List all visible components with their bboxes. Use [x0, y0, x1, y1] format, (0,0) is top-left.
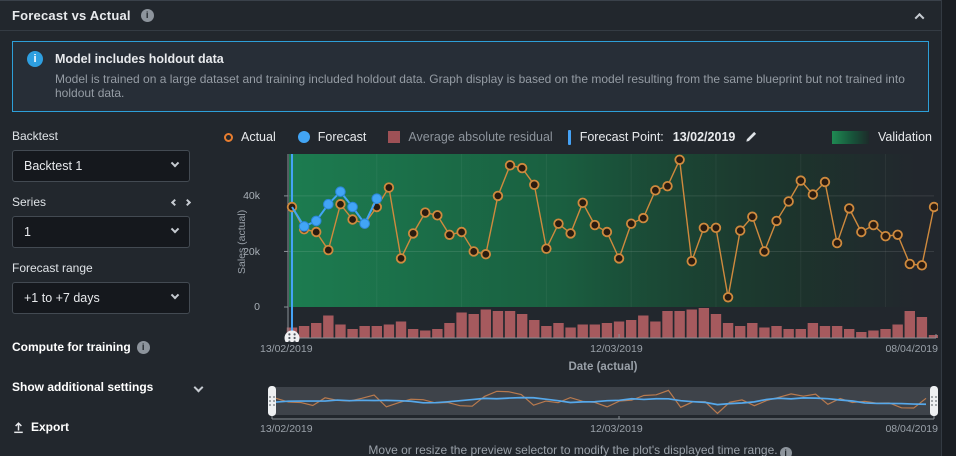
legend-actual-label: Actual: [241, 130, 276, 144]
content-row: Backtest Backtest 1 Series 1 Forecast ra…: [0, 116, 941, 456]
export-button[interactable]: Export: [12, 420, 202, 434]
holdout-info-banner: Model includes holdout data Model is tra…: [12, 41, 929, 112]
export-icon: [14, 421, 23, 433]
compute-for-training-button[interactable]: Compute for training: [12, 340, 202, 354]
forecast-range-select[interactable]: +1 to +7 days: [12, 282, 190, 314]
preview-selector[interactable]: [268, 386, 938, 422]
preview-handle-left[interactable]: [268, 386, 276, 416]
scrollbar[interactable]: [941, 0, 956, 456]
chevron-down-icon: [170, 158, 180, 168]
legend-residual[interactable]: Average absolute residual: [388, 130, 553, 144]
backtest-label: Backtest: [12, 129, 59, 143]
series-select-value: 1: [24, 225, 31, 239]
x-tick-start: 13/02/2019: [260, 343, 313, 355]
next-series-button[interactable]: [183, 198, 192, 206]
x-axis-ticks: 13/02/2019 12/03/2019 08/04/2019: [260, 342, 938, 356]
previous-series-button[interactable]: [170, 198, 179, 206]
backtest-select-value: Backtest 1: [24, 159, 83, 173]
preview-axis-ticks: 13/02/2019 12/03/2019 08/04/2019: [260, 422, 938, 436]
chart-legend: Actual Forecast Average absolute residua…: [224, 128, 932, 146]
series-select[interactable]: 1: [12, 216, 190, 248]
preview-tick-end: 08/04/2019: [885, 423, 938, 435]
chevron-down-icon: [170, 224, 180, 234]
sidebar: Backtest Backtest 1 Series 1 Forecast ra…: [12, 116, 222, 456]
preview-tick-start: 13/02/2019: [260, 423, 313, 435]
backtest-select[interactable]: Backtest 1: [12, 150, 190, 182]
chevron-up-icon: [914, 12, 925, 23]
preview-tick-mid: 12/03/2019: [590, 423, 643, 435]
forecast-dot-icon: [297, 131, 310, 143]
show-additional-settings-label: Show additional settings: [12, 380, 154, 394]
main-plot-area: Sales (actual) 40k 20k 0: [222, 154, 938, 342]
banner-description: Model is trained on a large dataset and …: [55, 72, 905, 100]
preview-chart[interactable]: [268, 386, 938, 422]
forecast-vs-actual-chart[interactable]: [268, 154, 938, 342]
compute-for-training-label: Compute for training: [12, 340, 131, 354]
chevron-down-icon: [193, 382, 204, 392]
caption-info-icon[interactable]: [779, 447, 792, 456]
forecast-range-label: Forecast range: [12, 261, 93, 275]
export-label: Export: [31, 420, 70, 434]
x-tick-end: 08/04/2019: [885, 343, 938, 355]
forecast-point-bar-icon: [567, 129, 571, 145]
x-tick-mid: 12/03/2019: [590, 343, 643, 355]
actual-ring-icon: [224, 132, 233, 142]
chevron-down-icon: [170, 290, 180, 300]
series-label: Series: [12, 195, 47, 209]
legend-residual-label: Average absolute residual: [408, 130, 553, 144]
y-tick-0: 0: [254, 301, 260, 313]
panel-header: Forecast vs Actual: [0, 1, 941, 31]
chart-column: Actual Forecast Average absolute residua…: [222, 116, 941, 456]
edit-forecast-point-icon[interactable]: [744, 130, 758, 144]
banner-title: Model includes holdout data: [55, 52, 224, 66]
validation-gradient-icon: [832, 130, 870, 144]
forecast-point-handle[interactable]: [284, 330, 300, 343]
page-title: Forecast vs Actual: [12, 8, 131, 23]
show-additional-settings-button[interactable]: Show additional settings: [12, 380, 204, 394]
preview-caption-text: Move or resize the preview selector to m…: [368, 443, 778, 456]
forecast-point-value: 13/02/2019: [672, 130, 736, 144]
forecast-range-select-value: +1 to +7 days: [24, 291, 100, 305]
compute-info-icon[interactable]: [136, 340, 150, 354]
banner-info-icon: [27, 51, 43, 67]
collapse-panel-button[interactable]: [912, 5, 927, 27]
legend-validation: Validation: [832, 130, 932, 144]
preview-handle-right[interactable]: [930, 386, 938, 416]
residual-square-icon: [388, 131, 401, 143]
forecast-point-label: Forecast Point:: [579, 130, 664, 144]
legend-validation-label: Validation: [878, 130, 932, 144]
x-axis-label: Date (actual): [568, 361, 638, 373]
legend-actual[interactable]: Actual: [224, 130, 276, 144]
legend-forecast-label: Forecast: [317, 130, 367, 144]
header-info-icon[interactable]: [140, 9, 154, 22]
preview-caption: Move or resize the preview selector to m…: [222, 443, 938, 456]
y-tick-20k: 20k: [243, 246, 260, 258]
y-tick-40k: 40k: [243, 190, 260, 202]
legend-forecast[interactable]: Forecast: [297, 130, 367, 144]
